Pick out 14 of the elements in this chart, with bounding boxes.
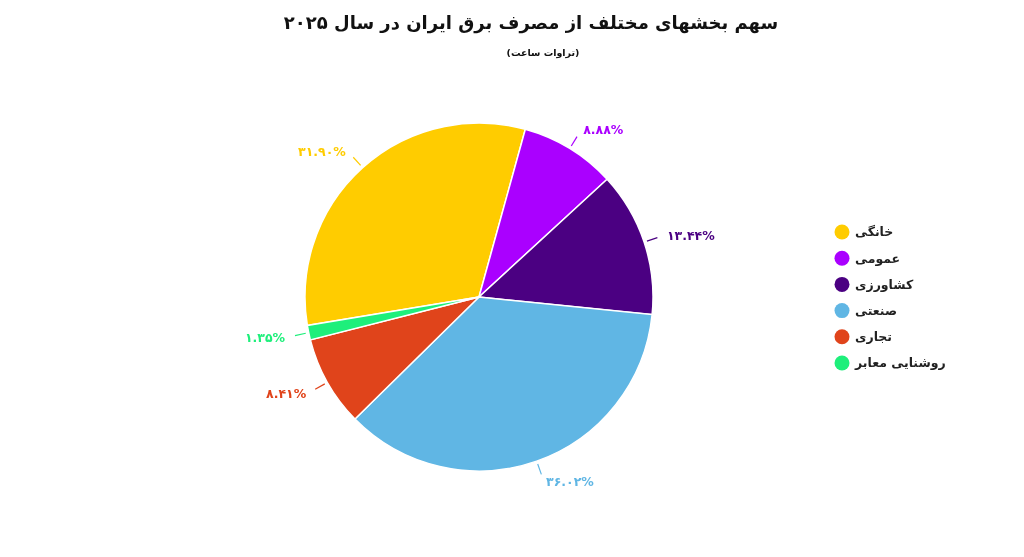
legend-label: روشنایی معابر: [854, 355, 946, 371]
data-label: ۳۶.۰۲%: [546, 474, 595, 490]
chart-title: سهم بخشهای مختلف از مصرف برق ایران در سال ۲۰۲۵: [283, 12, 779, 34]
chart-subtitle: (تراوات ساعت): [506, 47, 580, 59]
legend-label: خانگی: [855, 224, 894, 240]
legend-label: تجاری: [855, 329, 893, 345]
data-label: ۳۱.۹۰%: [298, 143, 347, 159]
data-label: ۸.۴۱%: [266, 385, 307, 401]
legend-label: عمومی: [855, 250, 901, 266]
data-label: ۱.۳۵%: [244, 329, 286, 345]
legend-label: صنعتی: [855, 302, 897, 318]
data-label: ۱۳.۴۴%: [666, 227, 716, 243]
legend-label: کشاورزی: [855, 276, 915, 292]
data-label: ۸.۸۸%: [583, 122, 624, 138]
